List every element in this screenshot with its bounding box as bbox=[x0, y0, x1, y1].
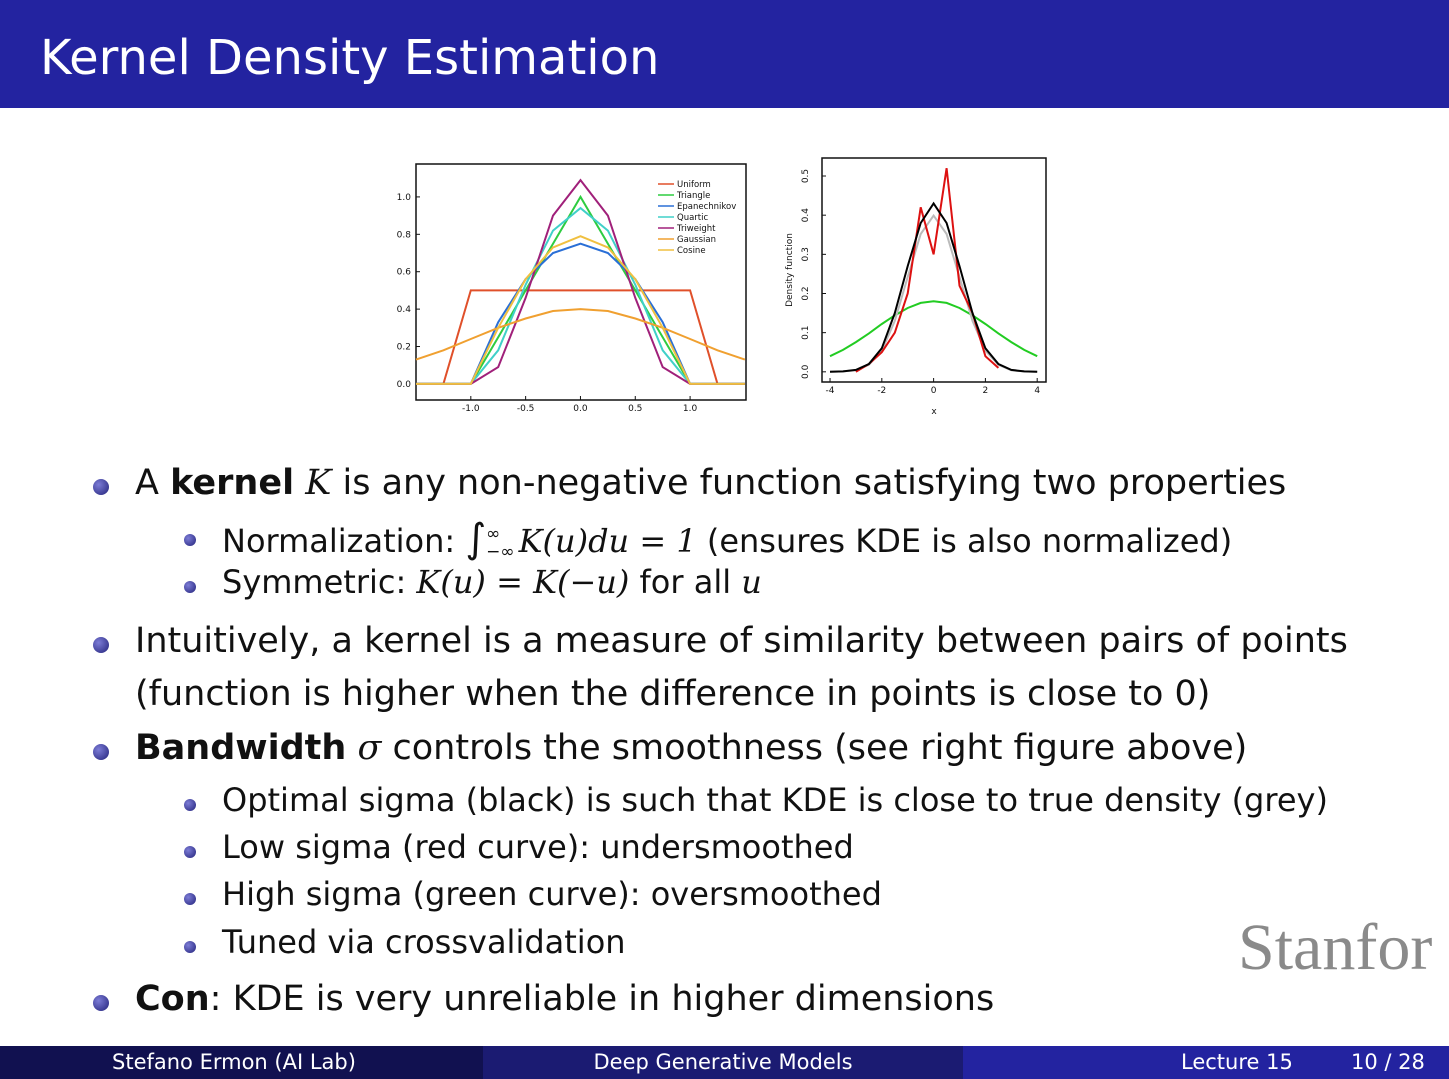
series-line bbox=[416, 235, 745, 385]
y-tick-label: 0.0 bbox=[801, 364, 811, 379]
legend-label: Triangle bbox=[676, 191, 710, 201]
bullet-text: Symmetric: K(u) = K(−u) for all u bbox=[222, 563, 762, 601]
bullet bbox=[184, 581, 196, 593]
x-tick-label: -2 bbox=[877, 386, 886, 396]
text: is any non-negative function satisfying … bbox=[331, 463, 1287, 503]
plot-frame bbox=[415, 163, 747, 401]
bullet bbox=[184, 799, 196, 811]
x-tick-label: 0 bbox=[931, 386, 937, 396]
footer: Stefano Ermon (AI Lab) Deep Generative M… bbox=[0, 1046, 1449, 1079]
legend-label: Cosine bbox=[677, 246, 706, 256]
bullet bbox=[93, 744, 109, 760]
text: : KDE is very unreliable in higher dimen… bbox=[209, 979, 995, 1019]
course: Deep Generative Models bbox=[593, 1050, 853, 1074]
y-tick-label: 0.1 bbox=[801, 325, 811, 339]
text: ∞ bbox=[486, 524, 501, 544]
series-line bbox=[829, 201, 1038, 373]
bullet bbox=[184, 893, 196, 905]
figures: -1.0 -0.5 0.0 0.5 1.0 0.0 0.2 0.4 0.6 0.8 1.0 Unifo… bbox=[397, 157, 1047, 417]
bullet-text: Low sigma (red curve): undersmoothed bbox=[222, 828, 854, 866]
text: kernel bbox=[170, 463, 295, 503]
logo: Stanfor bbox=[1238, 911, 1433, 984]
header: Kernel Density Estimation bbox=[0, 0, 1449, 108]
slide-title: Kernel Density Estimation bbox=[40, 30, 660, 86]
x-tick-label: 0.0 bbox=[573, 404, 588, 414]
text: (ensures KDE is also normalized) bbox=[706, 522, 1233, 560]
x-tick-label: 2 bbox=[983, 386, 989, 396]
bullet-text: Normalization: ∫∞ −∞ K(u)du = 1 (ensures K… bbox=[222, 516, 1232, 562]
y-tick-label: 0.2 bbox=[397, 343, 411, 353]
y-tick-label: 0.4 bbox=[397, 305, 412, 315]
bullet-text: Intuitively, a kernel is a measure of si… bbox=[135, 621, 1348, 661]
text: for all bbox=[629, 563, 742, 601]
text: u bbox=[741, 563, 762, 601]
text: σ bbox=[357, 728, 382, 768]
bullet-text: (function is higher when the difference … bbox=[135, 674, 1211, 714]
x-tick-label: 1.0 bbox=[683, 404, 698, 414]
integral: ∫ bbox=[465, 516, 487, 562]
page-number: 10 / 28 bbox=[1351, 1050, 1425, 1074]
bullet bbox=[184, 941, 196, 953]
text: −∞ bbox=[486, 542, 515, 562]
bullet-text: A kernel K is any non-negative function … bbox=[135, 463, 1286, 503]
y-tick-label: 0.4 bbox=[801, 208, 811, 223]
x-tick-label: -1.0 bbox=[462, 404, 480, 414]
y-axis-label: Density function bbox=[785, 233, 795, 307]
y-tick-label: 0.6 bbox=[397, 268, 412, 278]
y-tick-label: 1.0 bbox=[397, 193, 412, 203]
bullet-text: Optimal sigma (black) is such that KDE i… bbox=[222, 781, 1328, 819]
y-tick-label: 0.5 bbox=[801, 169, 811, 183]
series-line bbox=[415, 308, 746, 361]
text: K(u) = K(−u) bbox=[416, 563, 630, 601]
y-tick-label: 0.3 bbox=[801, 247, 811, 261]
x-tick-label: -4 bbox=[826, 386, 835, 396]
series-line bbox=[829, 300, 1038, 358]
bullet-text: High sigma (green curve): oversmoothed bbox=[222, 875, 882, 913]
y-tick-label: 0.2 bbox=[801, 286, 811, 300]
footer-left: Stefano Ermon (AI Lab) bbox=[0, 1046, 483, 1079]
x-tick-label: -0.5 bbox=[517, 404, 535, 414]
y-tick-label: 0.0 bbox=[397, 380, 412, 390]
bullet bbox=[93, 995, 109, 1011]
bullet-text: Bandwidth σ controls the smoothness (see… bbox=[135, 728, 1247, 768]
legend-label: Gaussian bbox=[677, 235, 716, 245]
text: controls the smoothness (see right figur… bbox=[392, 728, 1248, 768]
bullet-text: Con: KDE is very unreliable in higher di… bbox=[135, 979, 994, 1019]
text: Normalization: bbox=[222, 522, 466, 560]
text: Bandwidth bbox=[135, 728, 347, 768]
legend-label: Triweight bbox=[676, 224, 716, 234]
text: Con bbox=[135, 979, 210, 1019]
text: K(u)du = 1 bbox=[518, 522, 697, 560]
bullet bbox=[184, 534, 196, 546]
footer-right: Lecture 15 10 / 28 bbox=[963, 1046, 1449, 1079]
x-tick-label: 0.5 bbox=[628, 404, 642, 414]
lecture: Lecture 15 bbox=[1181, 1050, 1293, 1074]
bullet bbox=[184, 846, 196, 858]
legend-label: Epanechnikov bbox=[677, 202, 736, 212]
series-line bbox=[416, 289, 745, 385]
legend-label: Uniform bbox=[677, 180, 711, 190]
plot-frame bbox=[821, 157, 1047, 383]
author: Stefano Ermon (AI Lab) bbox=[112, 1050, 356, 1074]
bullet bbox=[93, 479, 109, 495]
text bbox=[294, 463, 305, 503]
x-tick-label: 4 bbox=[1034, 386, 1040, 396]
legend-label: Quartic bbox=[677, 213, 708, 223]
text: K bbox=[305, 463, 332, 503]
text: A bbox=[135, 463, 171, 503]
bullet bbox=[93, 637, 109, 653]
footer-middle: Deep Generative Models bbox=[483, 1046, 963, 1079]
bullet-text: Tuned via crossvalidation bbox=[222, 923, 626, 961]
y-tick-label: 0.8 bbox=[397, 230, 412, 240]
text: Symmetric: bbox=[222, 563, 417, 601]
x-axis-label: x bbox=[931, 407, 937, 417]
